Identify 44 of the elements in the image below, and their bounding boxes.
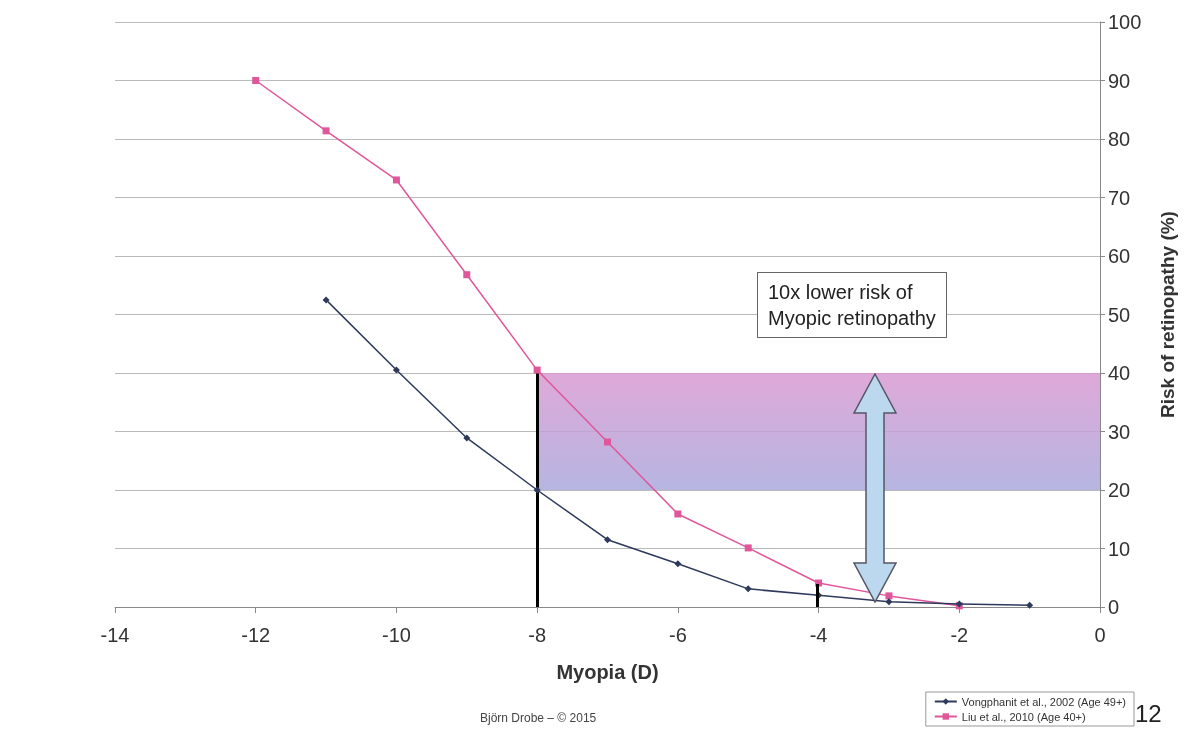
point bbox=[604, 438, 611, 446]
y-tick-label: 90 bbox=[1108, 69, 1131, 92]
y-tick-label: 20 bbox=[1108, 479, 1131, 501]
text: Björn Drobe – © 2015 bbox=[480, 711, 597, 725]
point bbox=[392, 366, 400, 374]
y-tick-label: 50 bbox=[1108, 303, 1131, 326]
point bbox=[1026, 601, 1034, 609]
x-tick-label: 0 bbox=[1094, 624, 1106, 646]
point bbox=[533, 486, 541, 494]
y-tick-label: 80 bbox=[1108, 128, 1131, 150]
y-tick-label: 0 bbox=[1108, 596, 1120, 618]
x-tick-label: -6 bbox=[668, 624, 687, 646]
y-tick-label: 70 bbox=[1108, 186, 1131, 209]
point bbox=[322, 296, 330, 304]
point bbox=[322, 127, 330, 135]
x-tick-label: -14 bbox=[100, 624, 130, 646]
y-tick-label: 30 bbox=[1108, 420, 1131, 443]
point bbox=[252, 77, 260, 84]
legend-label: Vongphanit et al., 2002 (Age 49+) bbox=[961, 695, 1127, 708]
point bbox=[674, 510, 682, 518]
y-tick-label: 100 bbox=[1108, 11, 1142, 33]
text: 12 bbox=[1135, 700, 1162, 728]
point bbox=[604, 536, 611, 544]
point bbox=[885, 598, 893, 606]
x-tick-label: -8 bbox=[528, 624, 547, 646]
point bbox=[392, 176, 400, 184]
point bbox=[463, 271, 471, 279]
point bbox=[885, 592, 893, 600]
annotation: 10x lower risk of Myopic retinopathy bbox=[757, 272, 947, 338]
y-tick-label: 60 bbox=[1108, 245, 1131, 267]
x-tick-label: -4 bbox=[809, 624, 828, 646]
point bbox=[463, 434, 471, 442]
x-axis-title: Myopia (D) bbox=[556, 661, 659, 683]
x-tick-label: -2 bbox=[950, 624, 969, 646]
point bbox=[744, 585, 752, 593]
y-tick-label: 10 bbox=[1108, 537, 1131, 560]
point bbox=[533, 366, 541, 374]
legend-label: Liu et al., 2010 (Age 40+) bbox=[961, 710, 1086, 723]
y-axis-title: Risk of retinopathy (%) bbox=[1157, 211, 1178, 418]
y-tick-label: 40 bbox=[1108, 362, 1131, 384]
x-tick-label: -10 bbox=[381, 624, 411, 646]
point bbox=[744, 544, 752, 552]
point bbox=[674, 560, 682, 568]
x-tick-label: -12 bbox=[241, 624, 271, 646]
